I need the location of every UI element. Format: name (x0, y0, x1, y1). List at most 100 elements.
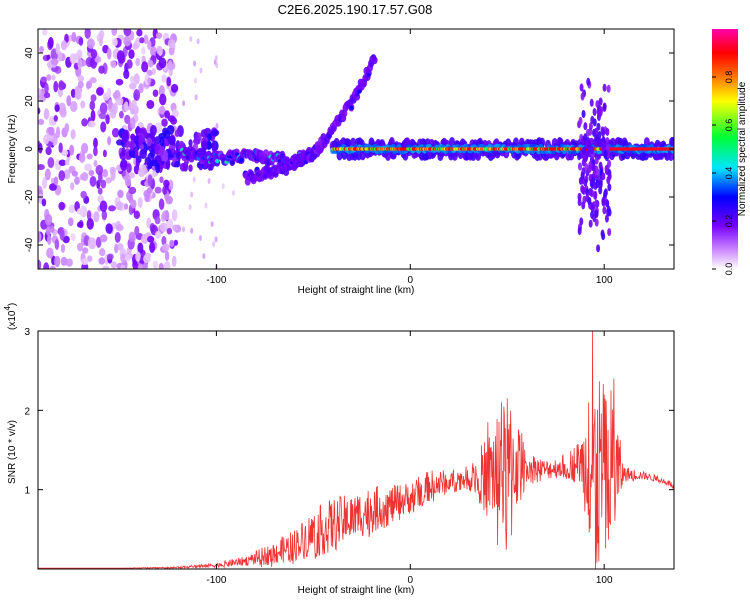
spectrogram-blob (102, 265, 110, 269)
spectrogram-blob (110, 60, 117, 69)
spectrogram-blob (586, 77, 591, 86)
colorbar-label: Normalized spectral amplitude (737, 81, 748, 216)
spectrogram-blob (594, 156, 599, 165)
spectrogram-blob (105, 114, 110, 125)
spectrogram-blob (583, 122, 588, 131)
spectrogram-blob (290, 155, 297, 164)
spectrogram-blob (605, 199, 610, 208)
spectrogram-blob (49, 225, 55, 233)
spectrogram-blob (592, 170, 597, 179)
spectrogram-blob (602, 102, 607, 111)
spectrogram-blob (193, 77, 197, 84)
spectrogram-blob (602, 83, 607, 92)
spectrogram-x-label: Height of straight line (km) (298, 285, 415, 296)
spectrogram-blob (182, 226, 186, 233)
spectrogram-blob (136, 29, 143, 37)
spectrogram-blob (68, 204, 76, 214)
spectrogram-blob (606, 84, 611, 93)
spectrogram-blob (147, 77, 152, 84)
spectrogram-blob (215, 62, 219, 69)
spectrogram-blob (107, 253, 114, 260)
spectrogram-blob (196, 38, 200, 45)
spectrogram-blob (215, 122, 219, 129)
spectrogram-blob (58, 201, 66, 211)
spectrogram-blob (98, 112, 107, 120)
spectrogram-blob (58, 159, 67, 166)
spectrogram-blob (102, 168, 109, 178)
spectrogram-blob (76, 208, 85, 215)
spectrogram-blob (50, 58, 59, 66)
y-tick-label: -40 (24, 237, 35, 252)
spectrogram-blob (47, 36, 54, 49)
spectrogram-blob (607, 183, 612, 192)
spectrogram-blob (146, 99, 155, 109)
spectrogram-blob (182, 100, 186, 107)
spectrogram-blob (114, 232, 121, 243)
spectrogram-blob (89, 175, 97, 187)
spectrogram-blob (81, 118, 88, 127)
spectrogram-blob (123, 29, 132, 37)
spectrogram-blob (67, 217, 74, 227)
spectrogram-blob (107, 136, 112, 146)
spectrogram-blob (51, 74, 56, 81)
spectrogram-blob (592, 107, 597, 116)
spectrogram-blob (134, 147, 139, 158)
spectrogram-blob (192, 176, 196, 183)
spectrogram-blob (123, 69, 130, 80)
spectrogram-blob (605, 137, 610, 146)
spectrogram-blob (64, 159, 70, 166)
spectrogram-blob (129, 140, 135, 151)
spectrogram-blob (137, 197, 143, 209)
spectrogram-blob (111, 29, 118, 36)
spectrogram-blob (93, 146, 98, 157)
spectrogram-blob (115, 78, 124, 86)
spectrogram-blob (596, 168, 601, 177)
spectrogram-blob (58, 142, 63, 153)
spectrogram-blob (604, 164, 609, 173)
spectrogram-blob (161, 235, 167, 246)
spectrogram-blob (128, 82, 137, 90)
spectrogram-blob (58, 80, 65, 91)
spectrogram-blob (188, 164, 193, 172)
spectrogram-blob (134, 225, 140, 236)
spectrogram-blob (90, 94, 97, 102)
spectrogram-blob (155, 230, 161, 239)
spectrogram-blob (195, 132, 202, 142)
spectrogram-blob (603, 190, 608, 199)
spectrogram-blob (587, 196, 592, 205)
spectrogram-blob (152, 171, 157, 178)
spectrogram-blob (161, 74, 167, 83)
spectrogram-blob (147, 40, 152, 51)
spectrogram-blob (60, 243, 66, 253)
colorbar: 0.0 0.2 0.4 0.6 0.8 Normalized spectral ampl… (712, 29, 748, 275)
spectrogram-blob (594, 199, 599, 208)
spectrogram-panel: -100 0 100 -40 -20 0 20 40 Height of straight … (7, 28, 675, 296)
spectrogram-blob (139, 149, 147, 160)
spectrogram-blob (106, 87, 112, 99)
spectrogram-blob (171, 109, 179, 118)
spectrogram-blob (54, 104, 60, 112)
spectrogram-blob (133, 210, 141, 219)
spectrogram-blob (163, 260, 171, 269)
spectrogram-blob (167, 60, 173, 71)
spectrogram-blob (42, 29, 48, 36)
spectrogram-blob (194, 94, 198, 101)
spectrogram-blob (115, 201, 124, 211)
spectrogram-blob (577, 192, 582, 201)
spectrogram-blob (87, 255, 93, 262)
spectrogram-blob (70, 182, 75, 191)
x-tick-label: -100 (206, 275, 226, 286)
x-tick-label: 0 (408, 275, 414, 286)
spectrogram-blob (590, 115, 595, 124)
spectrogram-blob (90, 49, 98, 59)
snr-frame (37, 330, 675, 570)
spectrogram-blob (585, 188, 590, 197)
spectrogram-blob (99, 200, 108, 213)
spectrogram-blob (154, 144, 160, 152)
spectrogram-blob (44, 168, 51, 181)
spectrogram-blob (53, 115, 58, 122)
spectrogram-blob (120, 253, 127, 263)
spectrogram-blob (90, 109, 96, 122)
spectrogram-blob (93, 159, 98, 167)
